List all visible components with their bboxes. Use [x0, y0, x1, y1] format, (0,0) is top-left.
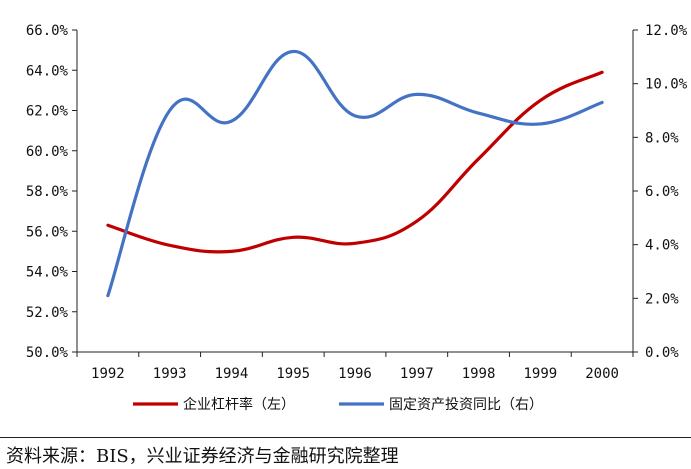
left-tick-label: 58.0%	[26, 184, 69, 200]
left-tick-label: 66.0%	[26, 23, 69, 39]
left-axis-ticks: 50.0% 52.0% 54.0% 56.0% 58.0% 60.0% 62.0% 64.0%…	[26, 23, 77, 361]
left-tick-label: 54.0%	[26, 265, 69, 281]
right-tick-label: 4.0%	[645, 238, 679, 254]
x-tick-label: 1995	[276, 366, 310, 382]
legend: 企业杠杆率（左） 固定资产投资同比（右）	[133, 396, 543, 413]
x-tick-label: 1993	[153, 366, 187, 382]
series-lines	[106, 49, 604, 298]
source-note: 资料来源：BIS，兴业证券经济与金融研究院整理	[6, 446, 399, 467]
leverage-line	[106, 70, 604, 254]
x-tick-label: 1996	[338, 366, 372, 382]
left-tick-label: 56.0%	[26, 224, 69, 240]
left-tick-label: 52.0%	[26, 305, 69, 321]
right-tick-label: 12.0%	[645, 23, 688, 39]
left-tick-label: 50.0%	[26, 345, 69, 361]
x-axis-ticks: 1992 1993 1994 1995 1996 1997 1998 1999 2000	[76, 352, 634, 382]
legend-label-investment: 固定资产投资同比（右）	[389, 397, 543, 413]
right-axis-ticks: 0.0% 2.0% 4.0% 6.0% 8.0% 10.0% 12.0%	[633, 23, 688, 361]
right-tick-label: 2.0%	[645, 291, 679, 307]
source-divider	[0, 437, 691, 438]
line-chart: 50.0% 52.0% 54.0% 56.0% 58.0% 60.0% 62.0% 64.0%…	[26, 23, 688, 413]
x-tick-label: 1992	[91, 366, 125, 382]
x-tick-label: 1997	[400, 366, 434, 382]
right-tick-label: 6.0%	[645, 184, 679, 200]
axes	[76, 30, 634, 353]
x-tick-label: 1999	[523, 366, 557, 382]
x-tick-label: 1998	[462, 366, 496, 382]
legend-label-leverage: 企业杠杆率（左）	[183, 396, 295, 413]
left-tick-label: 64.0%	[26, 63, 69, 79]
right-tick-label: 8.0%	[645, 130, 679, 146]
right-tick-label: 10.0%	[645, 77, 688, 93]
x-tick-label: 1994	[215, 366, 249, 382]
right-tick-label: 0.0%	[645, 345, 679, 361]
left-tick-label: 62.0%	[26, 104, 69, 120]
investment-line	[106, 49, 604, 298]
x-tick-label: 2000	[585, 366, 619, 382]
left-tick-label: 60.0%	[26, 144, 69, 160]
